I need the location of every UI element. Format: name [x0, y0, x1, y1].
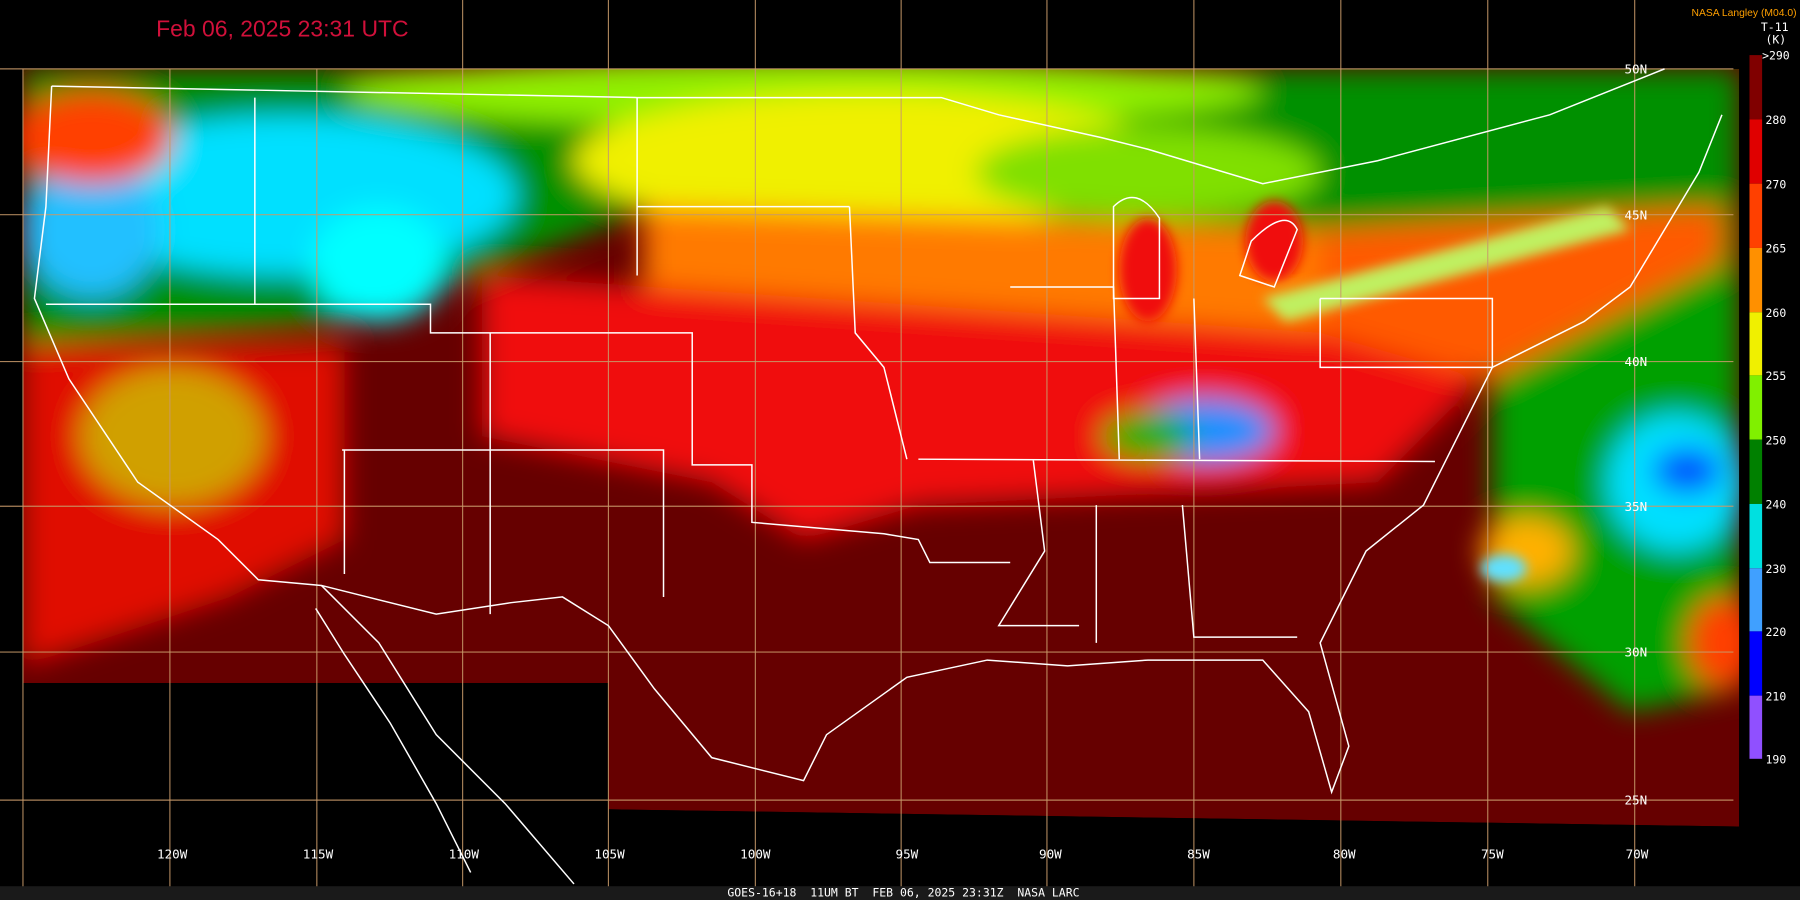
longitude-label: 90W — [1039, 847, 1062, 862]
footer-caption: GOES-16+18 11UM BT FEB 06, 2025 23:31Z N… — [727, 886, 1079, 900]
colorbar-segment — [1749, 631, 1763, 696]
longitude-label: 85W — [1187, 847, 1210, 862]
longitude-label: 100W — [740, 847, 771, 862]
colorbar-segment — [1749, 55, 1763, 120]
credit: NASA Langley (M04.0) — [1691, 8, 1796, 19]
grid-lines — [0, 0, 1734, 900]
colorbar-segment — [1749, 119, 1763, 184]
colorbar-label: 220 — [1766, 625, 1787, 639]
longitude-label: 95W — [895, 847, 918, 862]
colorbar-segment — [1749, 183, 1763, 248]
colorbar-label: 190 — [1766, 752, 1787, 766]
longitude-label: 105W — [594, 847, 625, 862]
latitude-label: 35N — [1624, 499, 1647, 514]
colorbar-label: 280 — [1766, 113, 1787, 127]
colorbar-label: >290 — [1762, 49, 1790, 63]
longitude-label: 110W — [449, 847, 480, 862]
footer-bar — [0, 886, 1800, 900]
longitude-label: 70W — [1626, 847, 1649, 862]
latitude-label: 25N — [1624, 793, 1647, 808]
latitude-label: 50N — [1624, 61, 1647, 76]
latitude-label: 45N — [1624, 207, 1647, 222]
latitude-label: 30N — [1624, 645, 1647, 660]
colorbar: >290 280 270 265 260 255 250 240 230 220 210 190 — [1749, 49, 1790, 766]
colorbar-label: 260 — [1766, 306, 1787, 320]
latitude-label: 40N — [1624, 354, 1647, 369]
colorbar-segment — [1749, 312, 1763, 376]
colorbar-segment — [1749, 439, 1763, 504]
product: T-11 — [1761, 20, 1789, 34]
colorbar-label: 210 — [1766, 689, 1787, 703]
colorbar-segment — [1749, 375, 1763, 440]
unit: (K) — [1766, 33, 1787, 47]
colorbar-segment — [1749, 568, 1763, 632]
colorbar-segment — [1749, 503, 1763, 569]
colorbar-segment — [1749, 695, 1763, 759]
colorbar-label: 240 — [1766, 498, 1787, 512]
colorbar-segment — [1749, 247, 1763, 313]
longitude-label: 120W — [157, 847, 188, 862]
borders — [33, 68, 1723, 885]
colorbar-label: 265 — [1766, 242, 1787, 256]
colorbar-label: 230 — [1766, 562, 1787, 576]
colorbar-label: 255 — [1766, 369, 1787, 383]
colorbar-label: 250 — [1766, 433, 1787, 447]
longitude-label: 115W — [303, 847, 334, 862]
title: Feb 06, 2025 23:31 UTC — [156, 16, 408, 42]
colorbar-label: 270 — [1766, 177, 1787, 191]
longitude-label: 80W — [1333, 847, 1356, 862]
longitude-label: 75W — [1481, 847, 1504, 862]
